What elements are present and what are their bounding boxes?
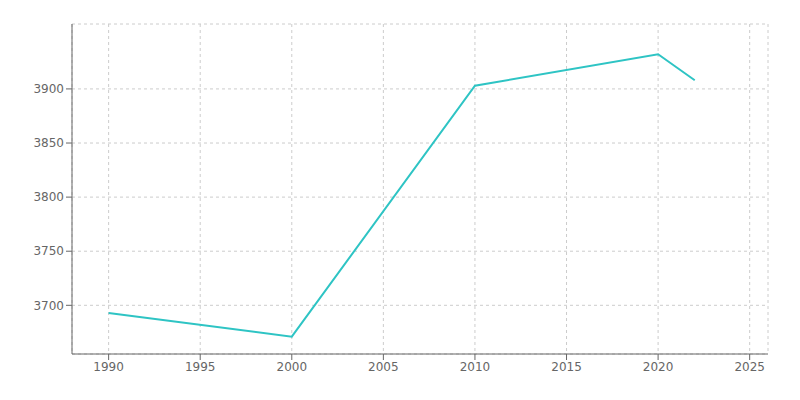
svg-text:3750: 3750: [33, 244, 64, 258]
svg-text:2025: 2025: [734, 360, 765, 374]
svg-text:2005: 2005: [368, 360, 399, 374]
svg-text:1990: 1990: [93, 360, 124, 374]
svg-text:1995: 1995: [185, 360, 216, 374]
svg-text:2000: 2000: [277, 360, 308, 374]
svg-text:3700: 3700: [33, 299, 64, 313]
svg-text:3900: 3900: [33, 82, 64, 96]
svg-text:2020: 2020: [643, 360, 674, 374]
svg-text:3800: 3800: [33, 190, 64, 204]
svg-text:2015: 2015: [551, 360, 582, 374]
svg-text:2010: 2010: [460, 360, 491, 374]
svg-text:3850: 3850: [33, 136, 64, 150]
